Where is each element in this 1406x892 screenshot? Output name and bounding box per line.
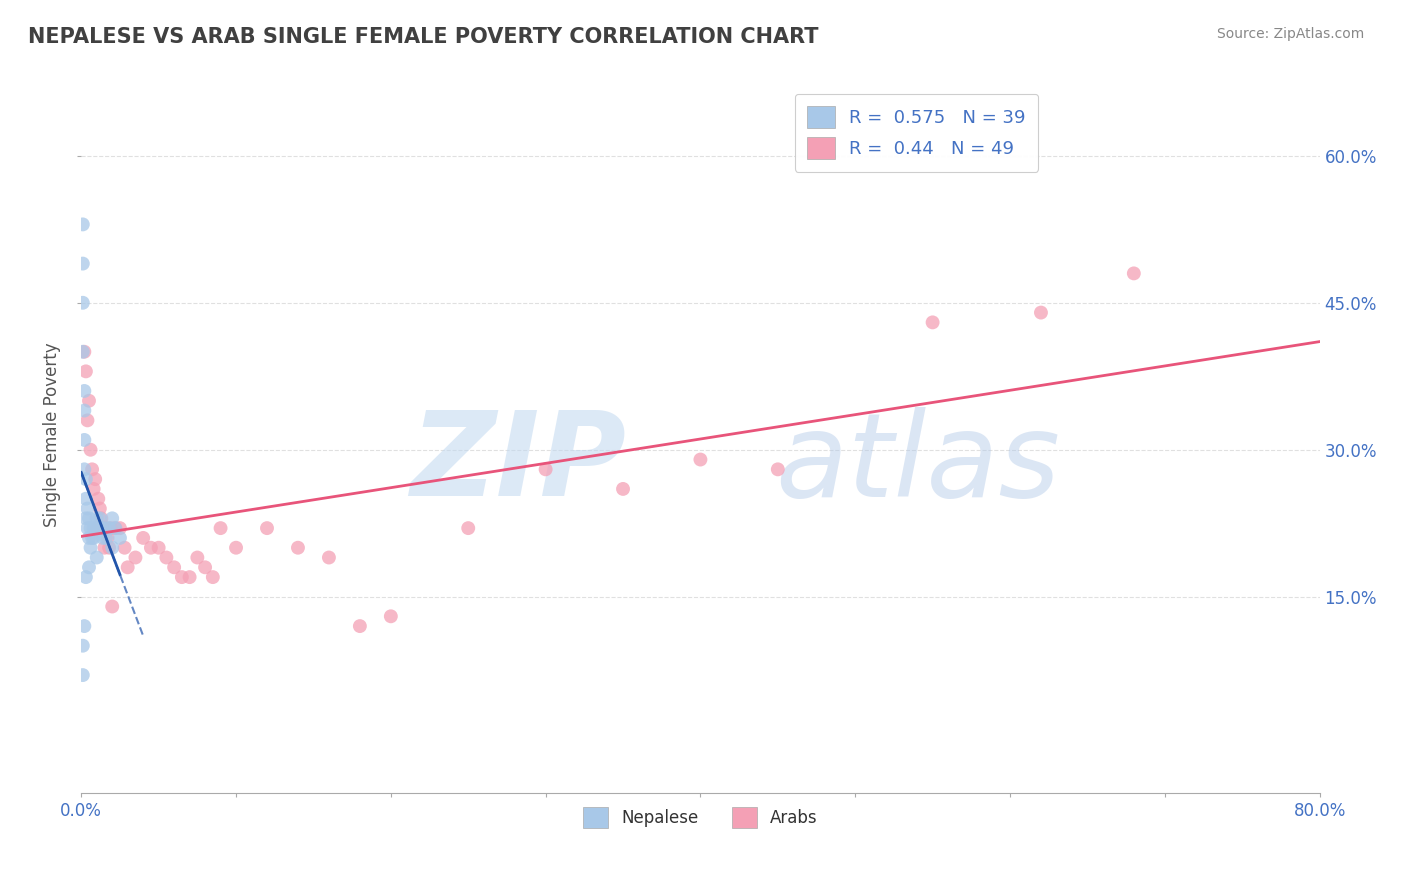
Point (73, 403, 96, 417)
Point (108, 531, 131, 545)
Point (148, 541, 170, 555)
Point (86, 550, 108, 565)
Point (86, 511, 108, 525)
Point (201, 570, 224, 584)
Point (101, 511, 124, 525)
Point (170, 570, 193, 584)
Point (82, 531, 104, 545)
Point (76, 521, 98, 535)
Point (921, 315, 943, 329)
Point (72, 257, 94, 271)
Point (209, 521, 232, 535)
Point (82, 462, 104, 476)
Text: Source: ZipAtlas.com: Source: ZipAtlas.com (1216, 27, 1364, 41)
Point (75, 491, 97, 506)
Point (72, 639, 94, 653)
Point (72, 218, 94, 232)
Point (84, 521, 107, 535)
Point (139, 541, 162, 555)
Point (73, 384, 96, 398)
Point (75, 511, 97, 525)
Point (77, 531, 100, 545)
Point (104, 521, 127, 535)
Point (87, 491, 110, 506)
Point (117, 560, 139, 574)
Point (155, 550, 177, 565)
Point (101, 599, 124, 614)
Point (94, 531, 117, 545)
Point (766, 462, 789, 476)
Point (73, 462, 96, 476)
Point (79, 442, 101, 457)
Point (534, 462, 557, 476)
Point (87, 521, 110, 535)
Point (93, 541, 115, 555)
Point (287, 541, 309, 555)
Point (98, 541, 121, 555)
Point (380, 609, 402, 624)
Point (101, 541, 124, 555)
Point (256, 521, 278, 535)
Y-axis label: Single Female Poverty: Single Female Poverty (44, 343, 60, 527)
Point (89, 511, 111, 525)
Point (689, 452, 711, 467)
Point (104, 521, 127, 535)
Point (89, 501, 111, 516)
Legend: Nepalese, Arabs: Nepalese, Arabs (576, 801, 824, 834)
Point (98, 521, 121, 535)
Point (108, 521, 131, 535)
Point (94, 521, 117, 535)
Point (83, 482, 105, 496)
Point (79, 521, 101, 535)
Point (124, 550, 146, 565)
Point (77, 511, 100, 525)
Point (349, 619, 371, 633)
Point (114, 541, 136, 555)
Text: NEPALESE VS ARAB SINGLE FEMALE POVERTY CORRELATION CHART: NEPALESE VS ARAB SINGLE FEMALE POVERTY C… (28, 27, 818, 46)
Point (72, 668, 94, 682)
Point (90, 511, 112, 525)
Point (90, 521, 112, 535)
Point (76, 501, 98, 516)
Point (179, 570, 201, 584)
Point (132, 531, 155, 545)
Point (75, 570, 97, 584)
Point (79, 541, 101, 555)
Point (73, 344, 96, 359)
Point (75, 472, 97, 486)
Point (73, 433, 96, 447)
Point (83, 531, 105, 545)
Point (91, 521, 114, 535)
Point (77, 560, 100, 574)
Point (77, 393, 100, 408)
Point (91, 531, 114, 545)
Point (72, 344, 94, 359)
Point (73, 619, 96, 633)
Point (1122, 266, 1144, 280)
Point (86, 521, 108, 535)
Text: ZIP: ZIP (411, 406, 626, 521)
Point (76, 413, 98, 427)
Point (186, 550, 208, 565)
Point (100, 521, 122, 535)
Point (318, 550, 340, 565)
Point (84, 472, 107, 486)
Point (1029, 305, 1052, 319)
Point (93, 521, 115, 535)
Point (457, 521, 479, 535)
Point (194, 560, 217, 574)
Point (75, 364, 97, 378)
Point (163, 560, 186, 574)
Point (83, 521, 105, 535)
Point (612, 482, 634, 496)
Point (225, 541, 247, 555)
Point (72, 295, 94, 310)
Text: atlas: atlas (775, 407, 1060, 521)
Point (97, 531, 120, 545)
